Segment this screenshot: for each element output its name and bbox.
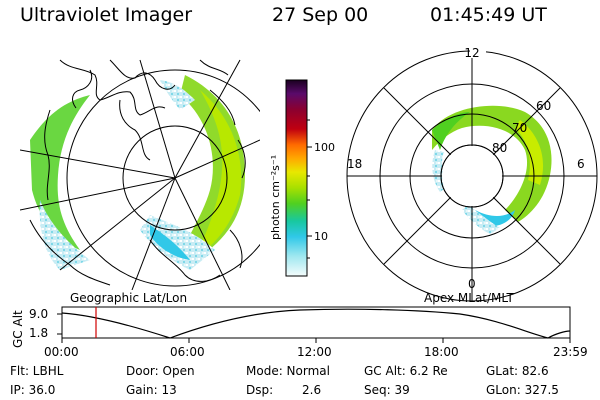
x-tick-1200: 12:00 xyxy=(297,345,332,359)
altitude-timeline: GC Alt xyxy=(11,306,571,348)
mlat-label-60: 60 xyxy=(536,99,551,113)
timeline-frame xyxy=(61,306,571,339)
gc-alt-status: GC Alt: 6.2 Re xyxy=(364,364,448,378)
mlat-label-70: 70 xyxy=(512,121,527,135)
seq-status: Seq: 39 xyxy=(364,383,410,397)
glat-status: GLat: 82.6 xyxy=(486,364,549,378)
door-status: Door: Open xyxy=(126,364,195,378)
date-label: 27 Sep 00 xyxy=(272,4,369,26)
y-tick-9-0: 9.0 xyxy=(29,307,49,321)
altitude-curve xyxy=(61,308,571,339)
timeline-axis-label: GC Alt xyxy=(11,310,25,348)
mlt-label-6: 6 xyxy=(577,157,585,171)
mlt-label-12: 12 xyxy=(464,46,479,60)
colorbar-unit-label: photon cm⁻²s⁻¹ xyxy=(269,155,282,240)
mlat-label-80: 80 xyxy=(492,141,507,155)
geographic-map xyxy=(20,59,260,290)
instrument-title: Ultraviolet Imager xyxy=(20,4,193,26)
colorbar-gradient xyxy=(285,79,308,277)
magnetic-caption: Apex MLat/MLT xyxy=(424,291,514,305)
filter-status: Flt: LBHL xyxy=(10,364,64,378)
x-tick-2359: 23:59 xyxy=(553,345,588,359)
time-label: 01:45:49 UT xyxy=(430,4,547,26)
ip-status: IP: 36.0 xyxy=(10,383,56,397)
mlt-label-0: 0 xyxy=(468,277,476,291)
magnetic-polar-map: 12 18 6 0 60 70 80 xyxy=(346,46,598,302)
x-tick-0000: 00:00 xyxy=(44,345,79,359)
x-tick-0600: 06:00 xyxy=(170,345,205,359)
mlt-label-18: 18 xyxy=(347,157,362,171)
mode-status: Mode: Normal xyxy=(246,364,330,378)
gain-status: Gain: 13 xyxy=(126,383,177,397)
dsp-value: 2.6 xyxy=(302,383,322,397)
geographic-caption: Geographic Lat/Lon xyxy=(70,291,188,305)
dsp-label: Dsp: xyxy=(246,383,274,397)
colorbar-tick-10: 10 xyxy=(314,230,328,243)
y-tick-1-8: 1.8 xyxy=(29,326,49,340)
colorbar-tick-100: 100 xyxy=(314,141,335,154)
x-tick-1800: 18:00 xyxy=(424,345,459,359)
colorbar: 100 10 photon cm⁻²s⁻¹ xyxy=(269,79,335,277)
glon-status: GLon: 327.5 xyxy=(486,383,559,397)
